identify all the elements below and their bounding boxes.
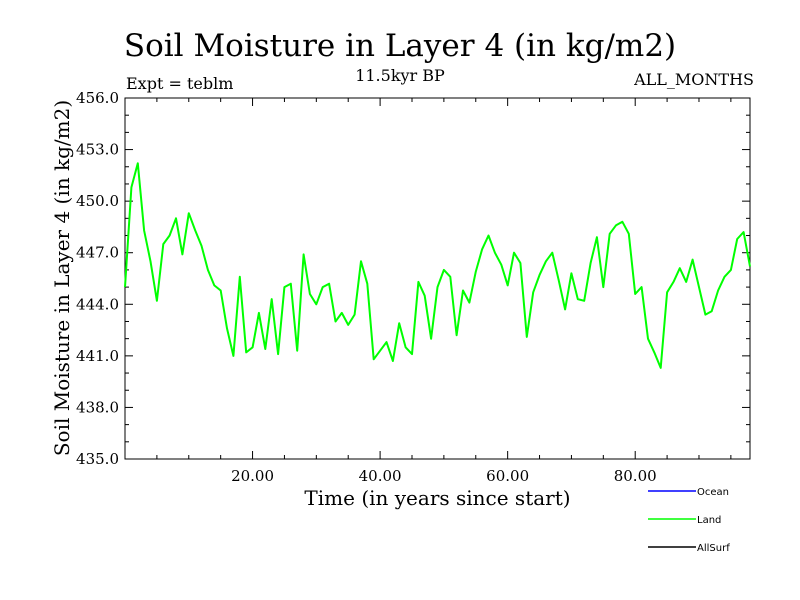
legend-label-land: Land [697,515,721,526]
plot-frame [124,97,751,460]
x-tick-label: 40.00 [359,467,402,485]
chart-title: Soil Moisture in Layer 4 (in kg/m2) [123,28,677,64]
legend: Ocean Land AllSurf [648,487,730,554]
chart-subtitle: 11.5kyr BP [355,66,445,85]
y-tick-label: 453.0 [76,141,119,159]
period-label: ALL_MONTHS [634,70,754,89]
y-tick-label: 456.0 [76,89,119,107]
x-tick-label: 60.00 [486,467,529,485]
axis-ticks: 435.0 438.0 441.0 444.0 447.0 450.0 453.0 456.0… [76,89,750,485]
experiment-label: Expt = teblm [126,74,234,93]
y-tick-label: 441.0 [76,347,119,365]
x-axis-label: Time (in years since start) [304,486,571,510]
legend-label-allsurf: AllSurf [697,543,730,554]
y-tick-label: 444.0 [76,295,119,313]
y-tick-label: 438.0 [76,398,119,416]
legend-label-ocean: Ocean [697,487,729,498]
y-tick-label: 435.0 [76,450,119,468]
x-tick-label: 20.00 [231,467,274,485]
y-tick-label: 450.0 [76,192,119,210]
y-tick-label: 447.0 [76,244,119,262]
series-line-land [124,162,751,369]
x-tick-label: 80.00 [614,467,657,485]
series-layer [124,162,751,369]
